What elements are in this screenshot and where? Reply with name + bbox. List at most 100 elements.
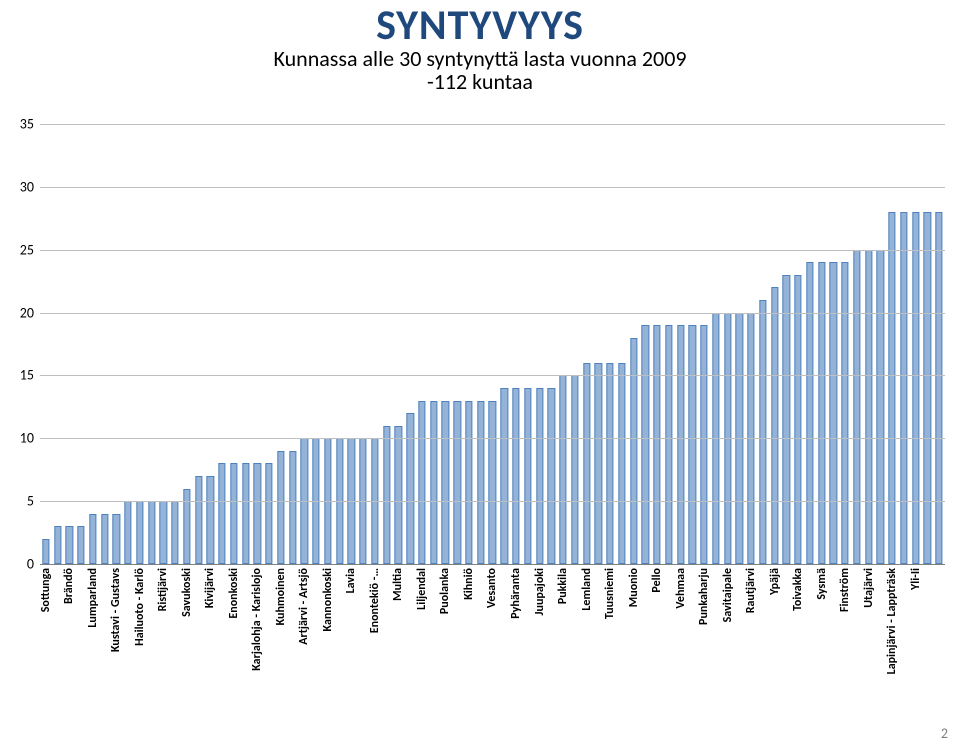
bar: [136, 501, 143, 564]
y-axis-label: 35: [20, 116, 40, 133]
x-axis-label: Pyhäranta: [509, 564, 523, 619]
bar: [395, 426, 402, 564]
bar-slot: [686, 124, 698, 564]
bar: [266, 463, 273, 564]
gridline: [40, 375, 945, 376]
bar: [571, 375, 578, 564]
bar: [665, 325, 672, 564]
bar: [172, 501, 179, 564]
bar-slot: Kustavi - Gustavs: [111, 124, 123, 564]
bar: [289, 451, 296, 564]
page: SYNTYVYYS Kunnassa alle 30 syntynyttä la…: [0, 0, 960, 748]
bar-slot: [592, 124, 604, 564]
bar-slot: [898, 124, 910, 564]
x-axis-label: Pello: [650, 564, 664, 593]
x-axis-label: Hailuoto - Karlö: [133, 564, 147, 646]
x-axis-label: Yli-Ii: [909, 564, 923, 590]
bar-slot: Enontekiö -…: [369, 124, 381, 564]
bar: [888, 212, 895, 564]
bar: [254, 463, 261, 564]
bar-slot: [334, 124, 346, 564]
bar-slot: Finström: [839, 124, 851, 564]
bar-slot: Liljendal: [416, 124, 428, 564]
x-axis-label: Toivakka: [791, 564, 805, 611]
x-axis-label: Ristijärvi: [156, 564, 170, 611]
bar: [548, 388, 555, 564]
plot-area: SottungaBrändöLumparlandKustavi - Gustav…: [40, 124, 945, 564]
bar-slot: Kannonkoski: [322, 124, 334, 564]
x-axis-label: Finström: [838, 564, 852, 612]
bar: [442, 401, 449, 564]
bar-slot: [287, 124, 299, 564]
bar-slot: [757, 124, 769, 564]
bar-slot: Kuhmoinen: [275, 124, 287, 564]
bar: [700, 325, 707, 564]
bar-slot: Brändö: [64, 124, 76, 564]
bar-slot: [639, 124, 651, 564]
bar-slot: Ypäjä: [769, 124, 781, 564]
bar-slot: Kihniö: [463, 124, 475, 564]
bar: [277, 451, 284, 564]
bar: [454, 401, 461, 564]
bar: [689, 325, 696, 564]
bar: [935, 212, 942, 564]
bar: [794, 275, 801, 564]
x-axis-label: Puolanka: [438, 564, 452, 614]
bar-slot: [99, 124, 111, 564]
bar: [89, 514, 96, 564]
bar-slot: Savitaipale: [722, 124, 734, 564]
bar-slot: [827, 124, 839, 564]
bar: [501, 388, 508, 564]
bar-slot: [169, 124, 181, 564]
x-axis-label: Multia: [391, 564, 405, 601]
x-axis-label: Lapinjärvi - Lappträsk: [885, 564, 899, 674]
bar-slot: Vehmaa: [675, 124, 687, 564]
bar-slot: [522, 124, 534, 564]
x-axis-label: Ypäjä: [768, 564, 782, 595]
bar-slot: Ristijärvi: [158, 124, 170, 564]
bar-slot: Lemland: [581, 124, 593, 564]
bar: [912, 212, 919, 564]
bar-slot: Sottunga: [40, 124, 52, 564]
bar: [653, 325, 660, 564]
bar-slot: Karjalohja - Karislojo: [252, 124, 264, 564]
bar: [524, 388, 531, 564]
bar: [865, 250, 872, 564]
x-axis-label: Rautjärvi: [744, 564, 758, 613]
bar-slot: [357, 124, 369, 564]
bar: [113, 514, 120, 564]
bar: [101, 514, 108, 564]
bar-slot: Puolanka: [440, 124, 452, 564]
bar-slot: Rautjärvi: [745, 124, 757, 564]
bar-slot: [146, 124, 158, 564]
bar: [642, 325, 649, 564]
bar: [900, 212, 907, 564]
bar: [818, 262, 825, 564]
bar-slot: [428, 124, 440, 564]
title-block: SYNTYVYYS Kunnassa alle 30 syntynyttä la…: [0, 0, 960, 95]
bar: [42, 539, 49, 564]
bar-slot: Muonio: [628, 124, 640, 564]
bar-slot: [498, 124, 510, 564]
bar: [148, 501, 155, 564]
x-axis-label: Sysmä: [815, 564, 829, 600]
gridline: [40, 250, 945, 251]
x-axis-label: Kuhmoinen: [274, 564, 288, 625]
x-axis-label: Artjärvi - Artsjö: [297, 564, 311, 645]
bar-slot: [733, 124, 745, 564]
x-axis-label: Kustavi - Gustavs: [109, 564, 123, 652]
bar-slot: [52, 124, 64, 564]
bar: [477, 401, 484, 564]
x-axis-label: Sottunga: [39, 564, 53, 612]
bar: [219, 463, 226, 564]
bar-slot: Enonkoski: [228, 124, 240, 564]
bar-slot: Pyhäranta: [510, 124, 522, 564]
bar-slot: Tuusniemi: [604, 124, 616, 564]
bar-slot: [240, 124, 252, 564]
bar-slot: [75, 124, 87, 564]
bar: [595, 363, 602, 564]
bar-slot: [310, 124, 322, 564]
bar: [125, 501, 132, 564]
bar-slot: [122, 124, 134, 564]
bar-slot: [404, 124, 416, 564]
